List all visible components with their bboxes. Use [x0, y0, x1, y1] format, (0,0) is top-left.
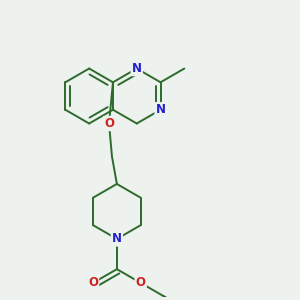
Text: O: O [104, 117, 114, 130]
Text: O: O [136, 276, 146, 290]
Text: N: N [132, 62, 142, 75]
Text: O: O [88, 276, 98, 290]
Text: N: N [155, 103, 166, 116]
Text: N: N [112, 232, 122, 245]
